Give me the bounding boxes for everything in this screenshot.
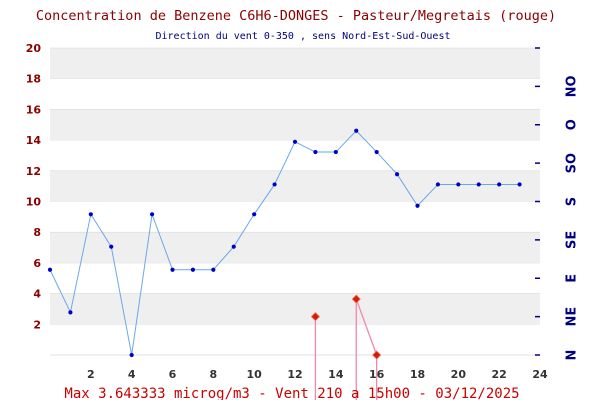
wind-point bbox=[190, 267, 196, 272]
x-tick-label: 22 bbox=[492, 368, 507, 381]
x-tick-label: 2 bbox=[87, 368, 95, 381]
y-tick-label: 2 bbox=[33, 318, 41, 331]
wind-point bbox=[394, 172, 400, 177]
right-axis-label: SO bbox=[565, 153, 580, 173]
left-axis-ticks: 2 4 6 8 10 12 14 16 18 20 bbox=[26, 42, 42, 331]
benzene-point bbox=[310, 312, 320, 322]
x-tick-label: 24 bbox=[532, 368, 548, 381]
wind-point bbox=[68, 310, 73, 315]
wind-point bbox=[231, 244, 236, 249]
wind-point bbox=[435, 182, 441, 187]
x-tick-label: 20 bbox=[451, 368, 467, 381]
right-axis-label: O bbox=[565, 119, 580, 130]
wind-point bbox=[292, 139, 298, 144]
wind-point bbox=[109, 244, 114, 249]
y-tick-label: 20 bbox=[26, 42, 42, 55]
wind-point bbox=[88, 212, 93, 217]
wind-point bbox=[476, 182, 481, 187]
wind-point bbox=[252, 212, 257, 217]
wind-point bbox=[211, 267, 216, 272]
wind-point bbox=[129, 352, 134, 358]
y-tick-label: 4 bbox=[33, 288, 41, 301]
wind-point bbox=[170, 267, 175, 272]
y-tick-label: 6 bbox=[33, 257, 41, 270]
right-axis-label: SE bbox=[565, 231, 580, 249]
wind-point bbox=[517, 182, 522, 187]
x-tick-label: 18 bbox=[410, 368, 425, 381]
grid-band bbox=[50, 48, 540, 79]
x-tick-label: 12 bbox=[287, 368, 302, 381]
wind-point bbox=[47, 267, 53, 272]
y-tick-label: 8 bbox=[33, 226, 41, 239]
benzene-point bbox=[351, 294, 361, 304]
grid-bands bbox=[50, 47, 540, 356]
x-tick-label: 8 bbox=[210, 368, 218, 381]
x-tick-label: 6 bbox=[169, 368, 177, 381]
x-axis-ticks: 2 4 6 8 10 12 14 16 18 20 22 24 bbox=[87, 368, 548, 381]
y-tick-label: 12 bbox=[26, 165, 41, 178]
right-axis-label: S bbox=[565, 197, 580, 206]
wind-point bbox=[374, 149, 379, 155]
wind-point bbox=[149, 212, 155, 217]
y-tick-label: 14 bbox=[26, 134, 42, 147]
right-axis-label: NE bbox=[565, 307, 580, 327]
chart-footer: Max 3.643333 microg/m3 - Vent 210 a 15h0… bbox=[64, 386, 519, 400]
wind-line bbox=[49, 129, 520, 356]
chart-title: Concentration de Benzene C6H6-DONGES - P… bbox=[36, 8, 556, 24]
benzene-line bbox=[355, 298, 378, 356]
y-tick-label: 16 bbox=[26, 103, 42, 116]
y-tick-label: 18 bbox=[26, 73, 41, 86]
wind-point bbox=[333, 149, 338, 155]
x-tick-label: 14 bbox=[328, 368, 344, 381]
grid-band bbox=[50, 232, 540, 263]
chart-subtitle: Direction du vent 0-350 , sens Nord-Est-… bbox=[155, 31, 450, 42]
wind-point bbox=[456, 182, 461, 187]
grid-band bbox=[50, 170, 540, 202]
wind-point bbox=[497, 182, 502, 187]
right-axis-label: E bbox=[565, 274, 580, 283]
grid-band bbox=[50, 109, 540, 141]
series-layer bbox=[47, 128, 522, 400]
grid-band bbox=[50, 293, 540, 325]
wind-point bbox=[415, 203, 420, 208]
x-tick-label: 4 bbox=[128, 368, 136, 381]
y-tick-label: 10 bbox=[26, 196, 42, 209]
x-tick-label: 10 bbox=[247, 368, 263, 381]
benzene-point bbox=[372, 350, 382, 360]
wind-point bbox=[354, 128, 359, 133]
right-axis-label: N bbox=[565, 350, 580, 361]
wind-point bbox=[313, 149, 318, 155]
wind-point bbox=[272, 182, 277, 187]
right-axis-label: NO bbox=[565, 75, 580, 97]
right-axis: N NE E SE S SO O NO bbox=[535, 47, 580, 361]
